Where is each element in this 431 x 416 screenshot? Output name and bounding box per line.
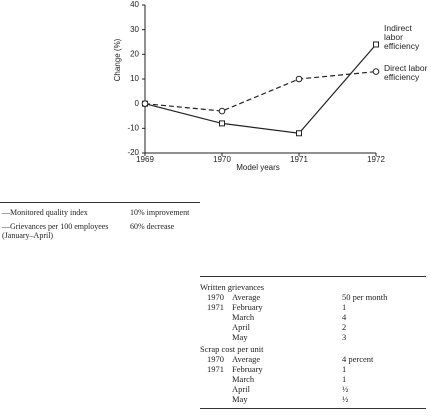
marker bbox=[296, 130, 302, 137]
month-cell: April bbox=[232, 322, 250, 332]
value-cell: 1 bbox=[342, 374, 347, 384]
value-cell: ½ bbox=[342, 394, 349, 404]
table-row: 1970 Average 50 per month bbox=[200, 292, 426, 302]
table-row: —Monitored quality index 10% improvement bbox=[0, 208, 200, 217]
month-cell: March bbox=[232, 312, 255, 322]
y-axis-label: Change (%) bbox=[113, 38, 122, 81]
year-cell: 1970 bbox=[207, 354, 224, 364]
x-axis-label: Model years bbox=[236, 163, 280, 172]
marker bbox=[295, 75, 303, 83]
marker bbox=[218, 107, 226, 115]
series-line bbox=[144, 44, 377, 134]
marker bbox=[141, 100, 149, 107]
x-tick-label: 1971 bbox=[290, 155, 308, 164]
year-cell bbox=[200, 332, 232, 342]
value-cell: 4 percent bbox=[342, 354, 374, 364]
table-row: —Grievances per 100 employees (January–A… bbox=[0, 222, 200, 240]
marker bbox=[219, 120, 225, 127]
table-cell: —Monitored quality index bbox=[2, 208, 88, 217]
series-line bbox=[144, 71, 377, 112]
table-row: April 2 bbox=[200, 322, 426, 332]
year-cell: 1970 bbox=[207, 292, 224, 302]
month-cell: February bbox=[232, 364, 263, 374]
value-cell: 50 per month bbox=[342, 292, 388, 302]
table-cell: 10% improvement bbox=[130, 208, 190, 217]
month-cell: February bbox=[232, 302, 263, 312]
year-cell bbox=[200, 312, 232, 322]
value-cell: 1 bbox=[342, 364, 347, 374]
month-cell: May bbox=[232, 332, 248, 342]
table-row: 1971 February 1 bbox=[200, 364, 426, 374]
section-title: Written grievances bbox=[200, 282, 265, 292]
summary-table: —Monitored quality index 10% improvement —… bbox=[0, 202, 200, 240]
month-cell: April bbox=[232, 384, 250, 394]
y-tick-label: 30 bbox=[130, 25, 139, 34]
table-row: March 1 bbox=[200, 374, 426, 384]
value-cell: 1 bbox=[342, 302, 347, 312]
table-row: April ½ bbox=[200, 384, 426, 394]
marker bbox=[372, 68, 380, 75]
value-cell: 2 bbox=[342, 322, 347, 332]
chart: Change (%) Model years -20 -10 0 10 20 30 40 19… bbox=[113, 0, 428, 172]
month-cell: Average bbox=[232, 354, 261, 364]
marker bbox=[373, 41, 379, 48]
year-cell bbox=[200, 394, 232, 404]
value-cell: ½ bbox=[342, 384, 349, 394]
month-cell: March bbox=[232, 374, 255, 384]
section-title: Scrap cost per unit bbox=[200, 344, 264, 354]
table-cell: —Grievances per 100 employees (January–A… bbox=[2, 222, 109, 240]
y-tick-label: 10 bbox=[130, 74, 139, 83]
table-row: 1971 February 1 bbox=[200, 302, 426, 312]
series-label: Direct labor efficiency bbox=[384, 63, 428, 82]
table-row: May 3 bbox=[200, 332, 426, 342]
table-cell: 60% decrease bbox=[130, 222, 175, 231]
year-cell: 1971 bbox=[207, 364, 224, 374]
detail-table: Written grievances 1970 Average 50 per mont… bbox=[200, 276, 426, 409]
table-row: March 4 bbox=[200, 312, 426, 322]
month-cell: Average bbox=[232, 292, 261, 302]
y-tick-label: -10 bbox=[127, 123, 139, 132]
series-label: Indirect labor efficiency bbox=[384, 24, 420, 52]
x-tick-label: 1969 bbox=[136, 155, 154, 164]
series-label-text: Indirect labor efficiency bbox=[384, 24, 420, 52]
y-tick-label: -20 bbox=[127, 148, 139, 157]
y-tick-label: 40 bbox=[130, 0, 139, 9]
month-cell: May bbox=[232, 394, 248, 404]
table-row: May ½ bbox=[200, 394, 426, 404]
x-tick-label: 1970 bbox=[213, 155, 231, 164]
y-tick-label: 20 bbox=[130, 49, 139, 58]
year-cell bbox=[200, 384, 232, 394]
value-cell: 4 bbox=[342, 312, 347, 322]
x-tick-label: 1972 bbox=[367, 155, 385, 164]
year-cell: 1971 bbox=[207, 302, 224, 312]
value-cell: 3 bbox=[342, 332, 347, 342]
table-row: 1970 Average 4 percent bbox=[200, 354, 426, 364]
y-tick-label: 0 bbox=[135, 99, 140, 108]
year-cell bbox=[200, 374, 232, 384]
series-label-text: Direct labor efficiency bbox=[384, 63, 428, 82]
year-cell bbox=[200, 322, 232, 332]
